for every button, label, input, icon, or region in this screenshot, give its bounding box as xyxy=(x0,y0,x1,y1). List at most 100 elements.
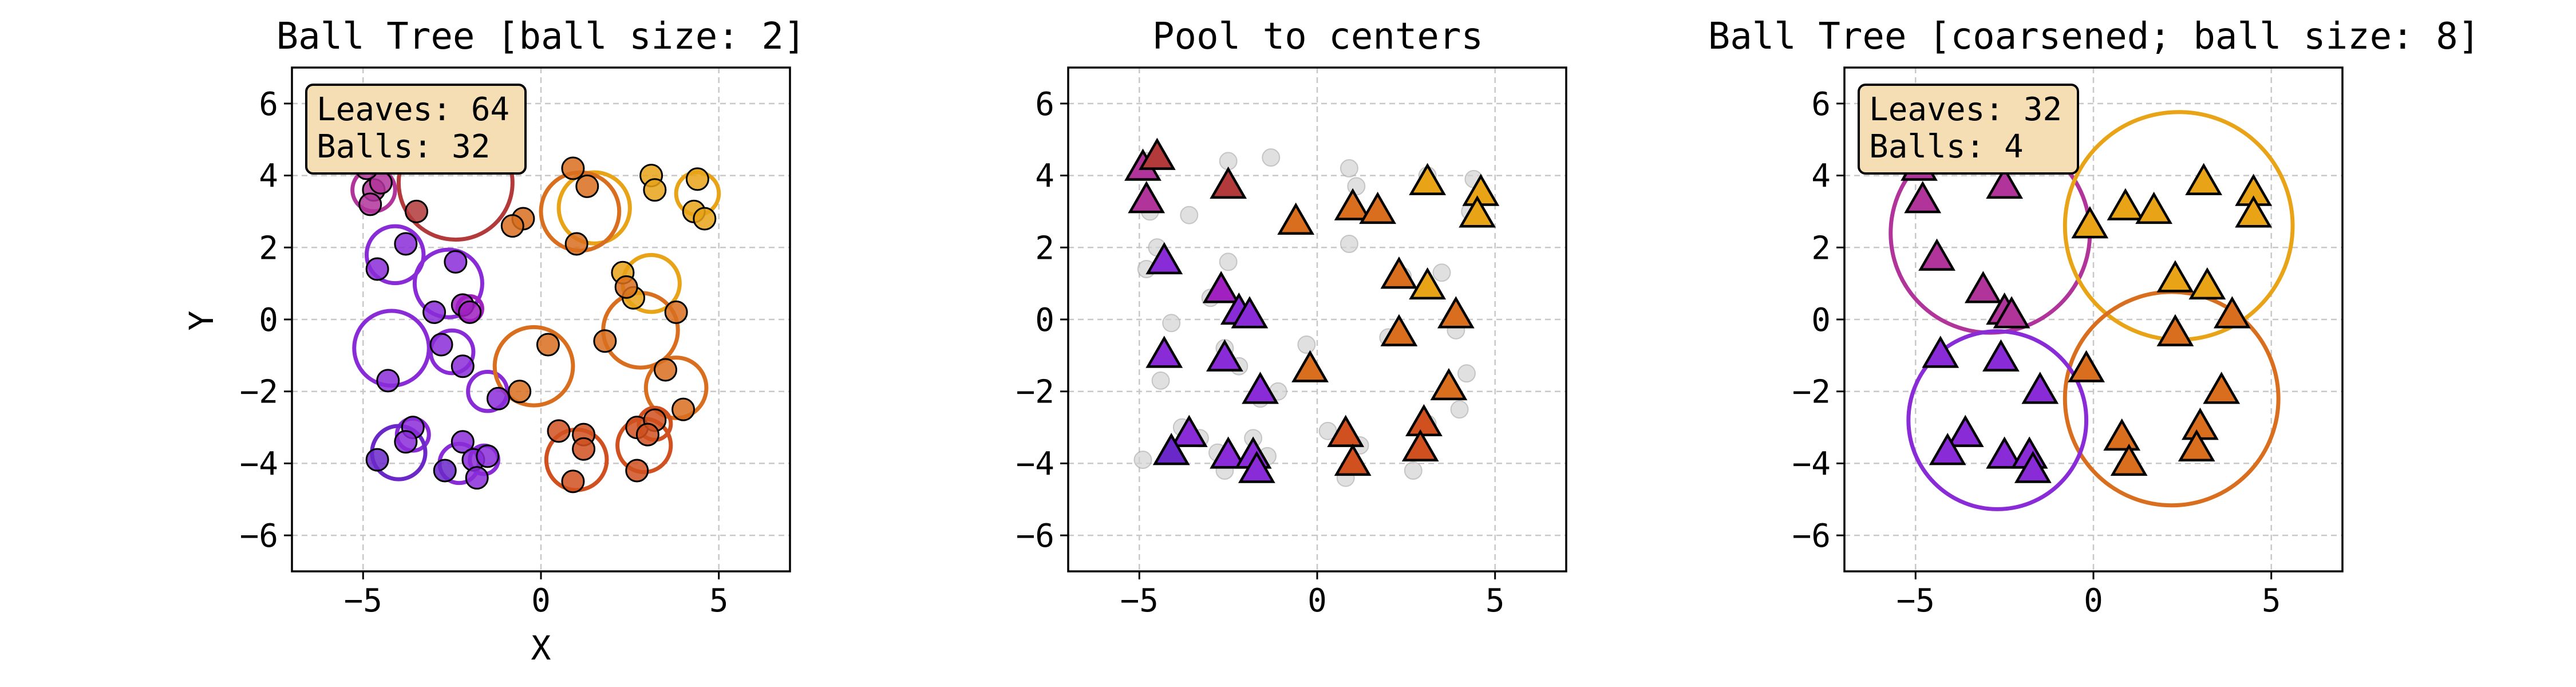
x-tick-label: −5 xyxy=(344,582,382,619)
center-marker xyxy=(1986,166,2024,199)
data-point xyxy=(500,214,524,238)
center-marker xyxy=(1277,202,1315,235)
data-point xyxy=(593,329,617,353)
center-marker xyxy=(2110,443,2148,476)
center-marker xyxy=(1128,181,1165,214)
data-point xyxy=(614,275,638,299)
y-tick-label: −2 xyxy=(240,374,278,411)
x-tick-label: 0 xyxy=(1307,582,1327,619)
x-tick-label: 5 xyxy=(709,582,729,619)
ball-outline xyxy=(556,170,632,246)
data-point xyxy=(405,199,428,223)
data-point xyxy=(536,333,560,357)
data-point xyxy=(486,386,510,410)
center-marker xyxy=(1210,166,1247,199)
y-tick-label: −2 xyxy=(1792,374,1831,411)
data-point xyxy=(547,419,571,443)
ball-outline xyxy=(428,328,476,376)
center-marker xyxy=(1206,339,1243,372)
pooled-point xyxy=(1347,177,1366,196)
center-marker xyxy=(1231,296,1269,329)
y-tick-label: 6 xyxy=(1811,86,1831,123)
y-tick-label: 0 xyxy=(1811,302,1831,339)
panel-1-x-axis-label: X xyxy=(531,629,551,668)
center-marker xyxy=(2107,188,2144,220)
data-point xyxy=(458,300,482,324)
y-tick-label: 2 xyxy=(259,230,278,267)
x-tick-label: 0 xyxy=(2084,582,2103,619)
panel-1-info-balls: Balls: 32 xyxy=(317,128,490,165)
center-marker xyxy=(2178,429,2215,462)
data-point xyxy=(358,192,382,216)
pooled-point xyxy=(1297,335,1316,354)
panel-1-info-box: Leaves: 64 Balls: 32 xyxy=(305,84,527,175)
data-point xyxy=(365,448,389,472)
center-marker xyxy=(2203,372,2241,404)
x-tick-label: 0 xyxy=(531,582,551,619)
data-point xyxy=(635,423,659,447)
y-tick-label: −4 xyxy=(1792,445,1831,483)
data-point xyxy=(561,156,585,180)
center-marker xyxy=(1152,433,1190,465)
pooled-point xyxy=(1162,314,1181,333)
center-marker xyxy=(1238,451,1275,483)
center-marker xyxy=(2068,350,2105,382)
pooled-point xyxy=(1262,148,1281,167)
center-marker xyxy=(1242,372,1279,404)
data-point xyxy=(625,459,649,483)
center-marker xyxy=(2071,206,2109,239)
data-point xyxy=(671,397,696,421)
center-marker xyxy=(2135,191,2173,224)
y-tick-label: −4 xyxy=(1016,445,1054,483)
center-marker xyxy=(1459,195,1496,228)
center-marker xyxy=(1138,137,1176,170)
y-tick-label: 6 xyxy=(259,86,278,123)
data-point xyxy=(564,232,588,256)
center-marker xyxy=(1918,238,1955,271)
x-tick-label: 5 xyxy=(2262,582,2281,619)
data-point xyxy=(561,469,585,493)
ball-outline xyxy=(1906,329,2089,511)
panel-3-axes-frame xyxy=(1843,66,2344,572)
data-point xyxy=(444,250,468,274)
panel-coarsened-ball-tree: −5 0 5 −6 −4 −2 0 2 4 6 Ball Tree [coarsened; bal… xyxy=(1708,15,2480,619)
y-tick-label: 4 xyxy=(1811,158,1831,195)
panel-2-data-layer xyxy=(1124,137,1500,487)
panel-3-data-layer xyxy=(1888,110,2295,511)
center-marker xyxy=(2185,163,2223,195)
center-marker xyxy=(2235,195,2273,228)
panel-1-info-leaves: Leaves: 64 xyxy=(317,91,509,128)
center-marker xyxy=(2188,267,2226,300)
panel-2-title: Pool to centers xyxy=(1152,15,1483,58)
panel-3-plot-area: −5 0 5 −6 −4 −2 0 2 4 6 xyxy=(1792,66,2344,619)
center-marker xyxy=(1334,443,1372,476)
y-tick-label: 2 xyxy=(1811,230,1831,267)
center-marker xyxy=(1437,296,1475,329)
center-marker xyxy=(1430,368,1468,401)
y-tick-label: 6 xyxy=(1035,86,1054,123)
panel-3-info-leaves: Leaves: 32 xyxy=(1869,91,2062,128)
center-marker xyxy=(1291,350,1329,382)
data-point xyxy=(664,300,688,324)
data-point xyxy=(451,430,475,454)
panel-3-title: Ball Tree [coarsened; ball size: 8] xyxy=(1708,15,2480,58)
ball-outline xyxy=(492,325,575,408)
center-marker xyxy=(1929,433,1966,465)
data-point xyxy=(476,444,500,468)
data-point xyxy=(433,459,457,483)
center-marker xyxy=(2213,296,2251,329)
center-marker xyxy=(2021,372,2059,404)
center-marker xyxy=(1904,181,1942,214)
y-tick-label: 0 xyxy=(259,302,278,339)
center-marker xyxy=(1964,271,2002,303)
y-tick-label: −6 xyxy=(240,518,278,555)
center-marker xyxy=(2156,314,2194,346)
center-marker xyxy=(1982,339,2020,372)
panel-3-info-box: Leaves: 32 Balls: 4 xyxy=(1858,84,2079,175)
center-marker xyxy=(1993,296,2030,329)
center-marker xyxy=(1946,414,1984,447)
center-marker xyxy=(1922,335,1959,368)
center-marker xyxy=(2182,408,2219,440)
